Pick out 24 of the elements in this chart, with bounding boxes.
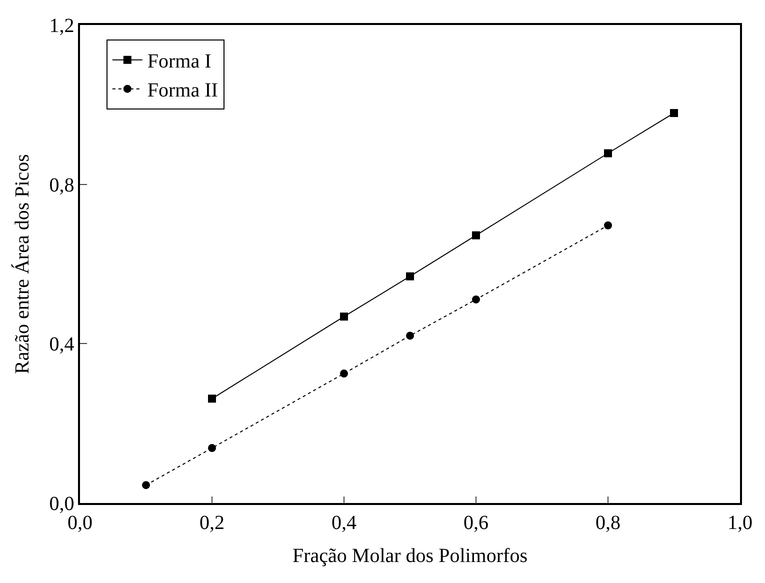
point: [208, 444, 216, 452]
x-axis-title: Fração Molar dos Polimorfos: [292, 544, 528, 567]
point: [340, 312, 348, 321]
x-tick-label: 0,2: [200, 512, 224, 534]
x-tick-label: 0,8: [596, 512, 620, 534]
y-tick-label: 1,2: [49, 15, 74, 37]
point: [406, 332, 414, 340]
y-tick-label: 0,8: [49, 174, 74, 196]
y-tick-label: 0,4: [49, 334, 74, 356]
point: [208, 394, 216, 403]
x-tick-label: 0,4: [332, 512, 356, 534]
point: [604, 149, 612, 158]
legend-label: Forma II: [147, 80, 218, 102]
point: [472, 231, 480, 240]
point: [604, 221, 612, 230]
point: [406, 272, 414, 280]
point: [142, 481, 150, 490]
y-axis-title: Razão entre Área dos Picos: [10, 154, 34, 374]
x-tick-label: 1,0: [728, 512, 752, 534]
point: [340, 370, 348, 378]
legend-label: Forma I: [147, 50, 212, 73]
point: [670, 109, 678, 118]
x-tick-label: 0,6: [464, 512, 488, 534]
point: [472, 295, 480, 304]
